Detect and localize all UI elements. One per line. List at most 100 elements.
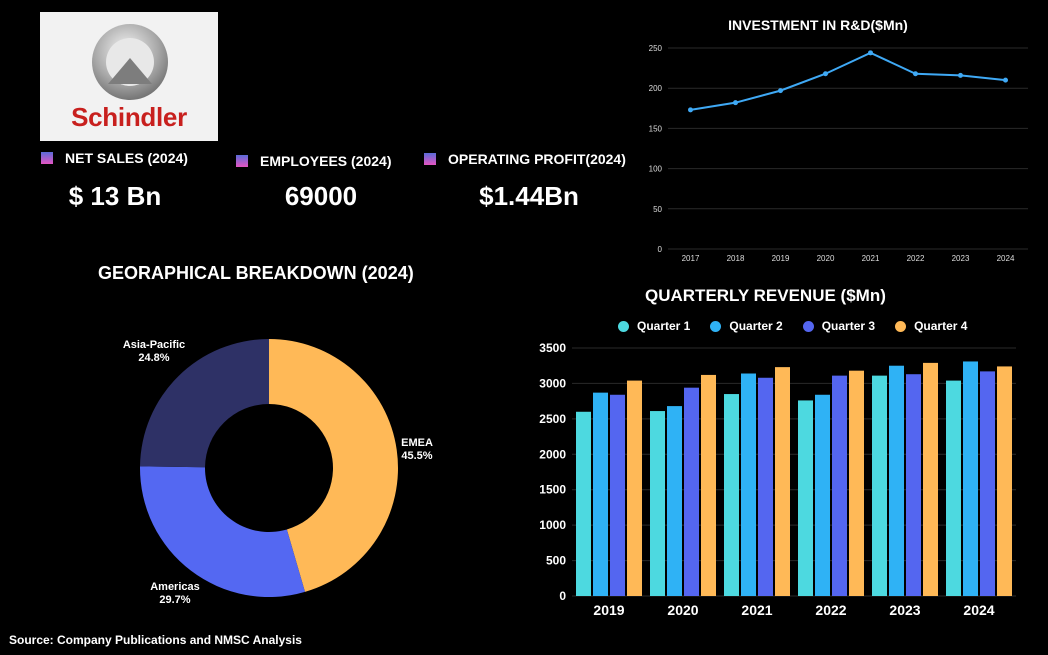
bar-q4: [701, 374, 716, 596]
x-tick-label: 2023: [889, 602, 920, 618]
bar-q2: [815, 394, 830, 596]
rd-data-point: [823, 71, 828, 77]
quarterly-legend: Quarter 1 Quarter 2 Quarter 3 Quarter 4: [618, 319, 987, 333]
legend-dot-icon: [802, 320, 814, 332]
bar-q2: [741, 373, 756, 596]
slice-value-label: 24.8%: [138, 352, 169, 364]
geo-chart-title: GEORAPHICAL BREAKDOWN (2024): [98, 263, 414, 283]
rd-data-point: [913, 71, 918, 77]
kpi-swatch-icon: [424, 153, 436, 165]
quarterly-bar-chart: 0 500 1000 1500 2000 2500 3000 3500 2019 2020 2021…: [539, 341, 1016, 618]
x-tick-label: 2024: [963, 602, 994, 618]
rd-chart-title: INVESTMENT IN R&D($Mn): [728, 17, 908, 33]
y-tick-label: 1000: [539, 518, 566, 532]
bar-q4: [849, 370, 864, 596]
rd-series-line: [690, 51, 1006, 111]
legend-item-q2: Quarter 2: [710, 319, 783, 333]
schindler-logo: Schindler: [40, 12, 218, 141]
x-tick-label: 2019: [593, 602, 624, 618]
y-tick-label: 0: [658, 245, 663, 254]
rd-data-point: [688, 107, 693, 113]
donut-slice-emea: [269, 339, 399, 592]
bar-q1: [872, 375, 887, 596]
quarterly-chart-title: QUARTERLY REVENUE ($Mn): [645, 286, 886, 305]
bar-q4: [923, 362, 938, 596]
bar-q2: [963, 361, 978, 596]
legend-dot-icon: [710, 320, 722, 332]
y-tick-label: 3000: [539, 376, 566, 390]
x-tick-label: 2020: [817, 254, 835, 263]
legend-item-q4: Quarter 4: [895, 319, 967, 333]
kpi-net-sales-value: $ 13 Bn: [68, 181, 162, 211]
rd-data-point: [1003, 77, 1008, 83]
kpi-employees-value: 69000: [284, 181, 358, 211]
legend-dot-icon: [618, 320, 629, 332]
legend-label: Quarter 1: [637, 319, 691, 333]
y-tick-label: 1500: [539, 483, 566, 497]
y-tick-label: 3500: [539, 341, 566, 355]
x-tick-label: 2017: [682, 254, 700, 263]
y-tick-label: 2500: [539, 412, 566, 426]
x-tick-label: 2023: [952, 254, 970, 263]
bar-q2: [593, 392, 608, 596]
slice-value-label: 29.7%: [159, 594, 190, 606]
x-tick-label: 2019: [772, 254, 790, 263]
bar-q3: [684, 387, 699, 596]
bar-q4: [997, 366, 1012, 596]
slice-name-label: Americas: [150, 581, 200, 593]
y-tick-label: 250: [649, 44, 663, 53]
bar-q4: [775, 367, 790, 596]
legend-label: Quarter 3: [821, 319, 876, 333]
legend-dot-icon: [895, 320, 907, 332]
bar-q3: [758, 377, 773, 596]
slice-value-label: 45.5%: [401, 450, 432, 462]
legend-label: Quarter 4: [914, 319, 968, 333]
bar-q3: [832, 375, 847, 596]
bar-q1: [650, 411, 665, 596]
bar-q1: [724, 394, 739, 596]
rd-data-point: [733, 100, 738, 106]
x-tick-label: 2022: [815, 602, 846, 618]
bar-q3: [980, 371, 995, 596]
kpi-employees: EMPLOYEES (2024): [236, 153, 392, 169]
rd-data-point: [958, 72, 963, 78]
kpi-net-sales: NET SALES (2024): [41, 150, 188, 166]
kpi-label: NET SALES (2024): [65, 150, 188, 166]
bar-q3: [610, 394, 625, 596]
slice-name-label: EMEA: [401, 437, 433, 449]
bar-q2: [889, 365, 904, 596]
x-tick-label: 2020: [667, 602, 698, 618]
legend-label: Quarter 2: [729, 319, 783, 333]
y-tick-label: 0: [559, 589, 566, 603]
y-tick-label: 150: [649, 124, 663, 133]
y-tick-label: 200: [649, 84, 663, 93]
y-tick-label: 2000: [539, 447, 566, 461]
donut-slice-americas: [140, 466, 305, 597]
y-tick-label: 100: [649, 165, 663, 174]
x-tick-label: 2021: [741, 602, 772, 618]
logo-wordmark: Schindler: [71, 102, 187, 132]
logo-emblem-icon: [92, 24, 168, 100]
slice-name-label: Asia-Pacific: [123, 339, 185, 351]
x-tick-label: 2018: [727, 254, 745, 263]
source-note: Source: Company Publications and NMSC An…: [9, 633, 302, 647]
bar-q4: [627, 380, 642, 596]
bar-q2: [667, 406, 682, 596]
kpi-swatch-icon: [41, 152, 53, 164]
kpi-swatch-icon: [236, 155, 248, 167]
legend-item-q3: Quarter 3: [802, 319, 876, 333]
bar-q1: [576, 411, 591, 596]
rd-data-point: [868, 50, 873, 56]
x-tick-label: 2022: [907, 254, 925, 263]
legend-item-q1: Quarter 1: [618, 319, 690, 333]
x-tick-label: 2024: [997, 254, 1015, 263]
kpi-label: OPERATING PROFIT(2024): [448, 151, 626, 167]
bar-q3: [906, 374, 921, 596]
kpi-operating-profit: OPERATING PROFIT(2024): [424, 151, 626, 167]
rd-line-chart: 0 50 100 150 200 250 2017 2018 2019 2020 2021 2022 2…: [649, 44, 1028, 263]
rd-data-point: [778, 88, 783, 94]
kpi-label: EMPLOYEES (2024): [260, 153, 392, 169]
bar-q1: [798, 400, 813, 596]
bar-q1: [946, 380, 961, 596]
